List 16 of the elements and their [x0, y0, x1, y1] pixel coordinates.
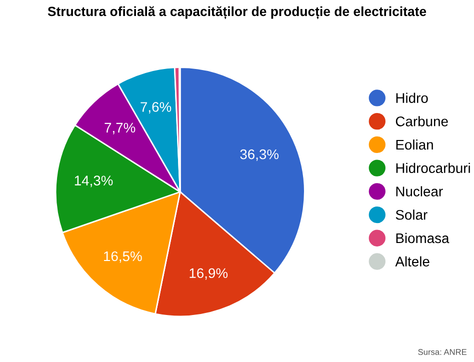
text: Sursa: ANRE: [418, 349, 467, 355]
data-label: 7,6%: [140, 102, 172, 114]
legend-label: Altele: [395, 256, 430, 266]
chart-title: Structura oficială a capacităților de producție de electricitate: [48, 6, 426, 20]
legend-label: Carbune: [396, 116, 448, 126]
data-label: 16,9%: [190, 268, 228, 280]
legend-label: Eolian: [396, 139, 433, 150]
legend-label: Hidrocarburi: [396, 162, 470, 174]
data-label: 36,3%: [240, 149, 279, 161]
data-label: 14,3%: [74, 176, 113, 188]
data-label: 7,7%: [104, 122, 136, 134]
legend-label: Solar: [396, 210, 428, 220]
data-label: 16,5%: [104, 251, 142, 263]
legend-label: Biomasa: [396, 232, 450, 244]
legend-label: Hidro: [396, 92, 428, 103]
legend-label: Nuclear: [396, 186, 443, 196]
